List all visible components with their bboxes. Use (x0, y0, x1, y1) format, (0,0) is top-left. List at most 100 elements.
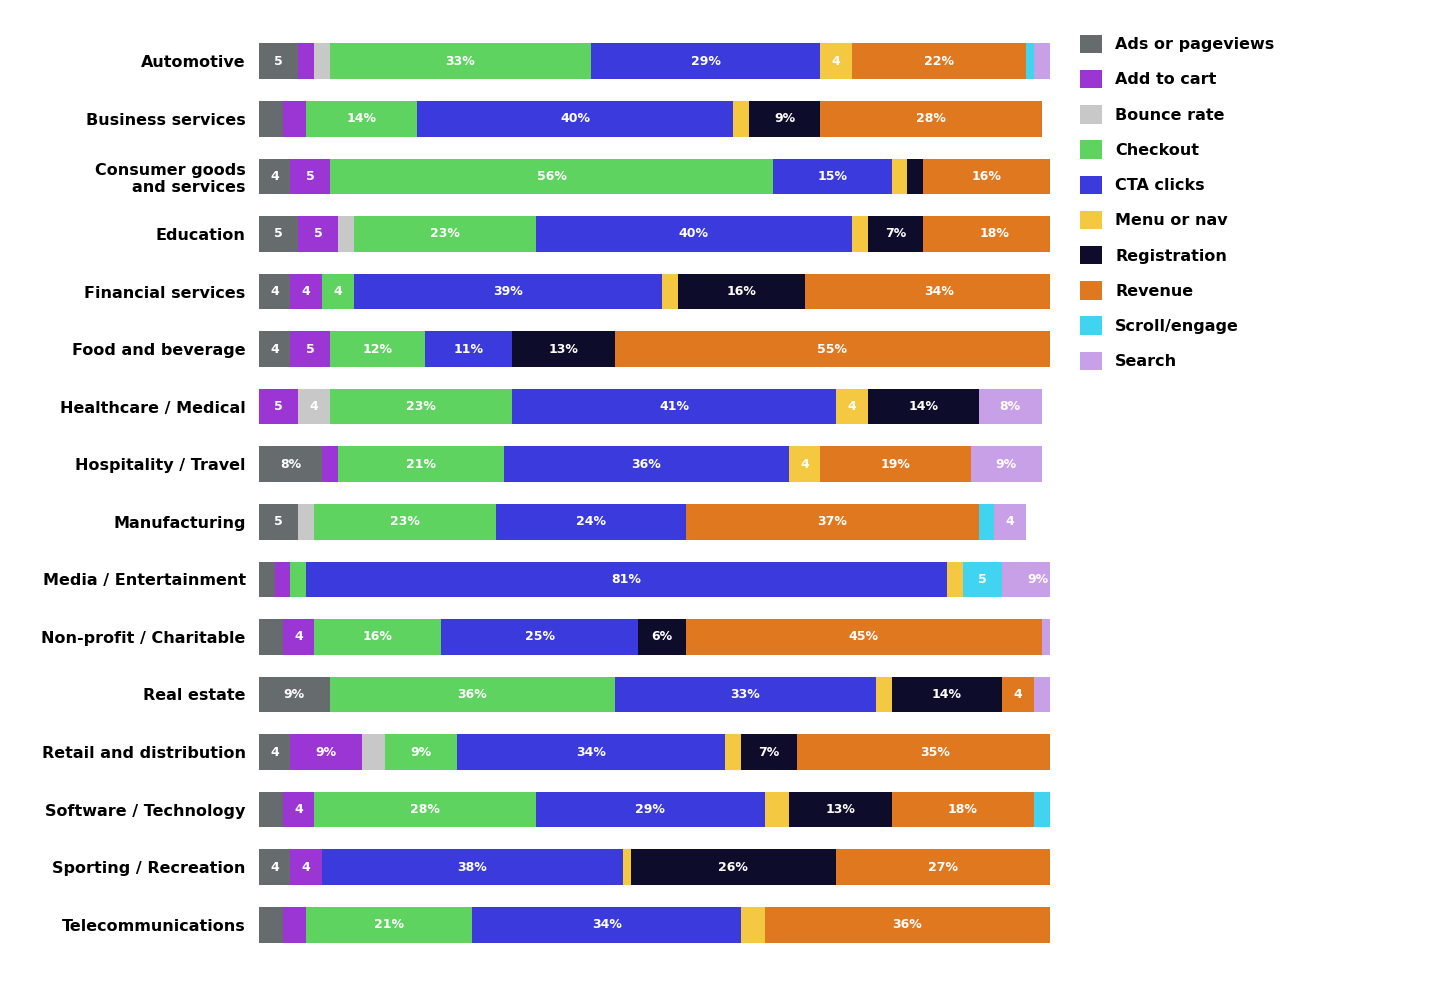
Text: 4: 4 (270, 745, 279, 758)
Bar (821, 101, 1041, 137)
Bar (1041, 619, 1058, 655)
Bar (282, 907, 306, 943)
Bar (306, 561, 946, 598)
Text: 4: 4 (270, 285, 279, 298)
Text: 15%: 15% (817, 170, 847, 182)
Text: 9%: 9% (283, 688, 305, 701)
Text: 4: 4 (334, 285, 342, 298)
Bar (869, 388, 978, 425)
Bar (821, 447, 971, 482)
Bar (259, 274, 290, 310)
Bar (259, 504, 299, 539)
Bar (1002, 676, 1034, 712)
Text: 16%: 16% (726, 285, 756, 298)
Text: 5: 5 (313, 228, 322, 241)
Bar (630, 849, 837, 885)
Bar (512, 331, 615, 367)
Bar (322, 274, 354, 310)
Bar (259, 676, 329, 712)
Text: 7%: 7% (884, 228, 906, 241)
Bar (1073, 274, 1090, 310)
Bar (535, 216, 851, 251)
Bar (1058, 792, 1090, 827)
Bar (329, 331, 426, 367)
Bar (591, 43, 820, 79)
Bar (290, 735, 362, 770)
Text: 40%: 40% (561, 112, 590, 125)
Bar (1034, 792, 1058, 827)
Bar (313, 619, 440, 655)
Bar (259, 159, 290, 194)
Text: 4: 4 (302, 285, 311, 298)
Bar (907, 159, 923, 194)
Text: 45%: 45% (848, 630, 879, 644)
Text: 41%: 41% (659, 400, 689, 413)
Bar (385, 735, 457, 770)
Bar (821, 43, 851, 79)
Bar (963, 561, 1002, 598)
Text: 5: 5 (275, 228, 283, 241)
Text: 16%: 16% (362, 630, 393, 644)
Bar (259, 331, 290, 367)
Bar (290, 561, 306, 598)
Text: 11%: 11% (453, 342, 483, 356)
Bar (1034, 676, 1050, 712)
Bar (994, 504, 1025, 539)
Text: 38%: 38% (457, 861, 487, 874)
Text: 39%: 39% (493, 285, 523, 298)
Bar (837, 388, 869, 425)
Text: 5: 5 (306, 170, 315, 182)
Text: 22%: 22% (925, 55, 953, 68)
Text: 29%: 29% (636, 804, 666, 816)
Text: 5: 5 (275, 400, 283, 413)
Bar (851, 216, 869, 251)
Text: 4: 4 (831, 55, 841, 68)
Bar (290, 274, 322, 310)
Bar (503, 447, 788, 482)
Legend: Ads or pageviews, Add to cart, Bounce rate, Checkout, CTA clicks, Menu or nav, R: Ads or pageviews, Add to cart, Bounce ra… (1074, 29, 1281, 377)
Text: 12%: 12% (362, 342, 393, 356)
Text: 4: 4 (309, 400, 319, 413)
Text: 18%: 18% (979, 228, 1009, 241)
Text: 35%: 35% (920, 745, 951, 758)
Bar (322, 447, 338, 482)
Text: 9%: 9% (410, 745, 431, 758)
Text: 6%: 6% (651, 630, 673, 644)
Bar (329, 676, 615, 712)
Text: 9%: 9% (774, 112, 795, 125)
Bar (259, 849, 290, 885)
Text: 4: 4 (270, 861, 279, 874)
Bar (472, 907, 742, 943)
Text: 23%: 23% (406, 400, 436, 413)
Bar (259, 792, 282, 827)
Text: 4: 4 (1014, 688, 1022, 701)
Bar (259, 447, 322, 482)
Bar (686, 504, 978, 539)
Text: 4: 4 (270, 170, 279, 182)
Text: 55%: 55% (817, 342, 847, 356)
Bar (725, 735, 742, 770)
Bar (354, 216, 535, 251)
Text: 18%: 18% (948, 804, 978, 816)
Bar (765, 907, 1050, 943)
Bar (869, 216, 923, 251)
Text: 14%: 14% (347, 112, 377, 125)
Bar (1034, 43, 1050, 79)
Text: 5: 5 (306, 342, 315, 356)
Bar (306, 907, 472, 943)
Bar (362, 735, 385, 770)
Bar (275, 561, 290, 598)
Bar (259, 561, 275, 598)
Bar (946, 561, 963, 598)
Text: 4: 4 (293, 804, 303, 816)
Bar (1066, 216, 1081, 251)
Bar (788, 447, 820, 482)
Bar (892, 792, 1034, 827)
Bar (638, 619, 686, 655)
Bar (282, 619, 313, 655)
Text: 33%: 33% (446, 55, 476, 68)
Bar (329, 388, 512, 425)
Bar (876, 676, 892, 712)
Bar (615, 676, 876, 712)
Text: 24%: 24% (577, 516, 605, 528)
